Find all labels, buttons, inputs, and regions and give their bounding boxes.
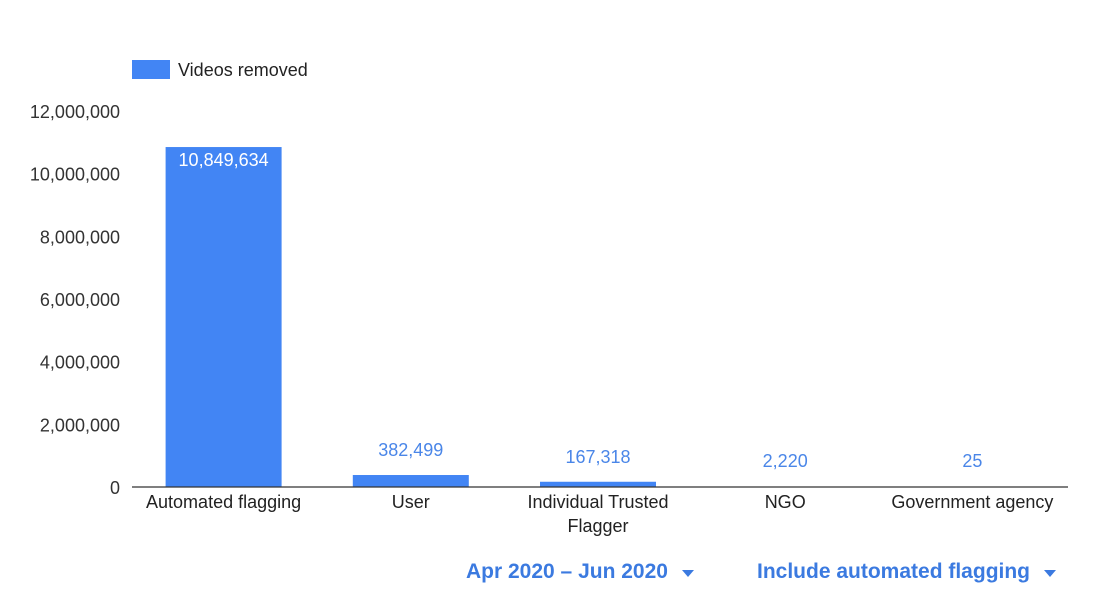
bar: [352, 475, 469, 487]
x-tick-label: Government agency: [891, 492, 1053, 512]
x-tick-label: NGO: [765, 492, 806, 512]
y-tick-label: 8,000,000: [40, 227, 120, 247]
bar: [540, 481, 656, 487]
y-tick-label: 6,000,000: [40, 290, 120, 310]
y-tick-label: 0: [110, 478, 120, 498]
x-tick-label: Flagger: [567, 516, 628, 536]
chart-controls: Apr 2020 – Jun 2020 Include automated fl…: [0, 560, 1120, 600]
bar-value-label: 25: [962, 451, 982, 471]
bar-value-label: 382,499: [378, 440, 443, 460]
y-tick-label: 2,000,000: [40, 415, 120, 435]
x-tick-label: Automated flagging: [146, 492, 301, 512]
x-tick-label: Individual Trusted: [527, 492, 668, 512]
flagging-filter-dropdown[interactable]: Include automated flagging: [757, 560, 1057, 584]
bar: [165, 147, 282, 487]
flagging-filter-label: Include automated flagging: [757, 560, 1031, 583]
bar-value-label: 167,318: [565, 447, 630, 467]
bar-chart: Videos removed 0 2,000,000 4,000,000 6,000,0…: [30, 60, 1068, 536]
bar-value-label: 10,849,634: [179, 150, 269, 170]
x-tick-label: User: [392, 492, 430, 512]
bar-value-label: 2,220: [763, 451, 808, 471]
legend-label: Videos removed: [178, 60, 308, 80]
chevron-down-icon: [681, 569, 694, 577]
y-tick-label: 10,000,000: [30, 165, 120, 185]
legend-swatch: [132, 60, 170, 79]
date-range-label: Apr 2020 – Jun 2020: [466, 560, 668, 583]
y-tick-label: 12,000,000: [30, 102, 120, 122]
date-range-dropdown[interactable]: Apr 2020 – Jun 2020: [466, 560, 694, 584]
chevron-down-icon: [1044, 569, 1057, 577]
y-tick-label: 4,000,000: [40, 353, 120, 373]
